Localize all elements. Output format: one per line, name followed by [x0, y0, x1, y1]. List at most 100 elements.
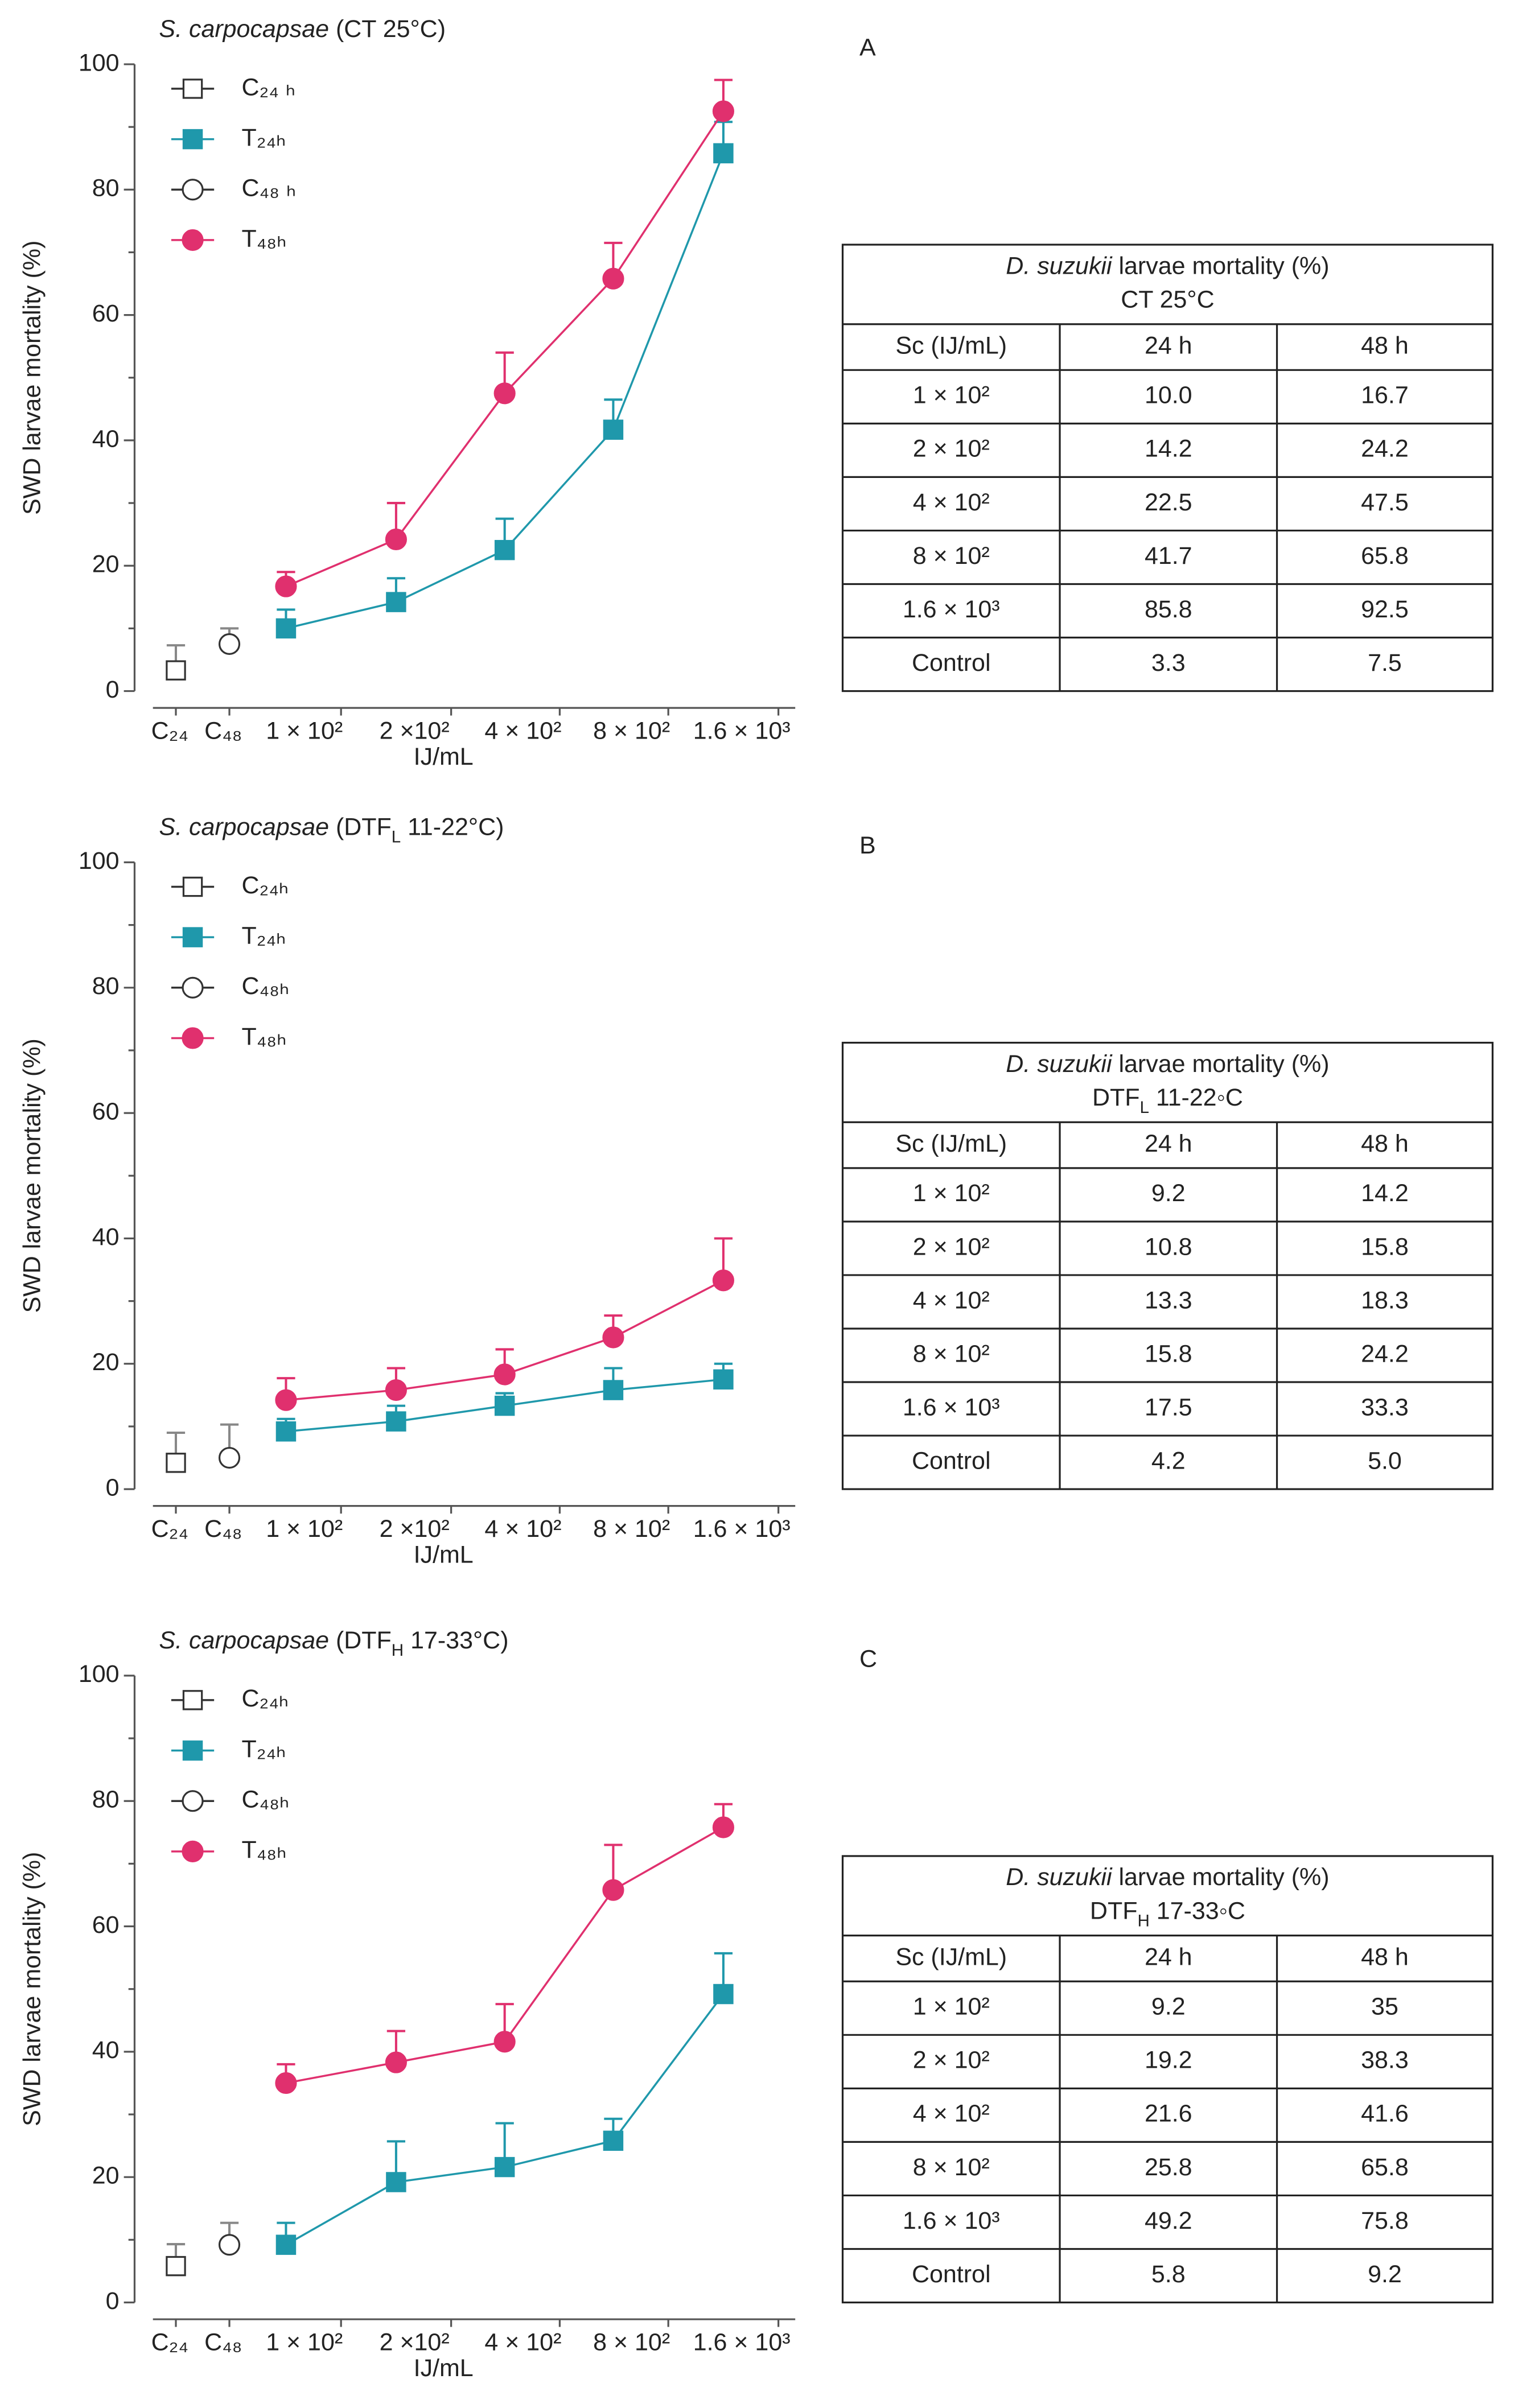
y-tick-label: 100 — [79, 1660, 120, 1688]
x-tick-label: 1.6 × 10³ — [693, 2328, 791, 2356]
table-cell: 4 × 10² — [913, 1287, 990, 1314]
x-tick-label: C₂₄ — [151, 717, 188, 744]
marker — [493, 1363, 516, 1386]
table-header: 48 h — [1361, 1130, 1409, 1157]
table-cell: 65.8 — [1361, 2154, 1409, 2181]
y-tick-label: 40 — [92, 2036, 120, 2064]
text-segment: 11-22◦C — [1149, 1084, 1243, 1111]
text-segment: CT 25°C — [1121, 286, 1214, 314]
table-cell: 85.8 — [1145, 596, 1192, 623]
legend-label: T₄₈ₕ — [242, 1836, 287, 1863]
rich-text: S. carpocapsae (CT 25°C) — [159, 15, 446, 43]
text-segment: (DTF — [329, 1627, 392, 1654]
y-tick-label: 40 — [92, 425, 120, 452]
marker — [386, 592, 406, 612]
y-tick-label: 0 — [106, 676, 120, 703]
y-axis-label: SWD larvae mortality (%) — [18, 241, 46, 515]
table-cell: 10.0 — [1145, 382, 1192, 409]
table-cell: 2 × 10² — [913, 2047, 990, 2074]
marker — [385, 528, 407, 551]
y-tick-label: 100 — [79, 847, 120, 875]
rich-text: CT 25°C — [1121, 286, 1214, 314]
table-cell: 35 — [1371, 1993, 1398, 2021]
marker — [713, 143, 734, 164]
marker — [275, 2072, 297, 2094]
y-tick-label: 80 — [92, 175, 120, 202]
x-axis-label: IJ/mL — [414, 1541, 474, 1569]
text-segment: H — [1137, 1912, 1149, 1931]
x-axis-label: IJ/mL — [414, 743, 474, 770]
x-tick-label: 1 × 10² — [266, 1515, 343, 1543]
legend-marker — [182, 129, 203, 150]
table-cell: Control — [912, 1447, 991, 1474]
x-tick-label: 1 × 10² — [266, 2328, 343, 2356]
table-cell: 75.8 — [1361, 2207, 1409, 2234]
table-header: 24 h — [1145, 332, 1192, 359]
x-tick-label: C₄₈ — [204, 717, 242, 744]
marker — [275, 618, 297, 639]
legend-marker — [182, 179, 204, 201]
marker — [493, 382, 516, 405]
table-cell: 9.2 — [1151, 1993, 1186, 2021]
marker — [603, 1380, 624, 1400]
marker — [166, 2256, 186, 2277]
y-tick-label: 20 — [92, 2162, 120, 2190]
table-cell: 8 × 10² — [913, 542, 990, 570]
marker — [712, 100, 734, 122]
y-tick-label: 20 — [92, 551, 120, 578]
x-tick-label: C₂₄ — [151, 2328, 188, 2356]
table-cell: Control — [912, 649, 991, 677]
text-segment: S. carpocapsae — [159, 1627, 329, 1654]
rich-text: DTFL 11-22◦C — [1092, 1084, 1243, 1117]
table-cell: 24.2 — [1361, 1340, 1409, 1367]
x-tick-label: C₂₄ — [151, 1515, 188, 1543]
table-cell: 5.0 — [1368, 1447, 1402, 1474]
marker — [218, 633, 241, 655]
marker — [275, 1389, 297, 1411]
y-axis-label: SWD larvae mortality (%) — [18, 1852, 46, 2126]
marker — [494, 539, 515, 560]
y-axis-label: SWD larvae mortality (%) — [18, 1038, 46, 1313]
marker — [386, 1411, 406, 1432]
legend-label: C₂₄ ₕ — [242, 73, 296, 101]
legend-label: T₄₈ₕ — [242, 1023, 287, 1050]
rich-text: S. carpocapsae (DTFH 17-33°C) — [159, 1627, 508, 1660]
text-segment: D. suzukii — [1006, 253, 1113, 280]
legend-marker — [182, 927, 203, 947]
table-cell: 5.8 — [1151, 2261, 1186, 2288]
table-cell: 15.8 — [1145, 1340, 1192, 1367]
table-cell: 10.8 — [1145, 1233, 1192, 1260]
table-header: Sc (IJ/mL) — [895, 1943, 1007, 1970]
marker — [602, 1326, 624, 1349]
table-cell: 9.2 — [1151, 1180, 1186, 1207]
y-tick-label: 60 — [92, 300, 120, 327]
table-cell: 1 × 10² — [913, 1993, 990, 2021]
marker — [713, 1369, 734, 1390]
table-cell: 2 × 10² — [913, 435, 990, 463]
legend-marker — [182, 876, 203, 897]
table-cell: 41.6 — [1361, 2100, 1409, 2127]
table-cell: 1.6 × 10³ — [903, 2207, 1000, 2234]
text-segment: D. suzukii — [1006, 1864, 1113, 1891]
marker — [603, 419, 624, 440]
table-cell: 24.2 — [1361, 435, 1409, 463]
table-cell: 4 × 10² — [913, 489, 990, 516]
table-cell: 14.2 — [1361, 1180, 1409, 1207]
legend-marker — [182, 1740, 203, 1761]
y-tick-label: 60 — [92, 1098, 120, 1125]
table-cell: 13.3 — [1145, 1287, 1192, 1314]
legend-label: T₂₄ₕ — [242, 1735, 286, 1763]
text-segment: H — [392, 1641, 404, 1660]
marker — [712, 1269, 734, 1292]
text-segment: DTF — [1092, 1084, 1140, 1111]
marker — [275, 575, 297, 597]
marker — [385, 1379, 407, 1401]
table-cell: 4 × 10² — [913, 2100, 990, 2127]
x-axis-label: IJ/mL — [414, 2355, 474, 2382]
legend-label: C₄₈ₕ — [242, 1786, 290, 1813]
table-border — [841, 1855, 1494, 2304]
marker — [385, 2051, 407, 2073]
legend-marker — [182, 1690, 203, 1710]
rich-text: S. carpocapsae (DTFL 11-22°C) — [159, 814, 504, 847]
table-header: Sc (IJ/mL) — [895, 1130, 1007, 1157]
